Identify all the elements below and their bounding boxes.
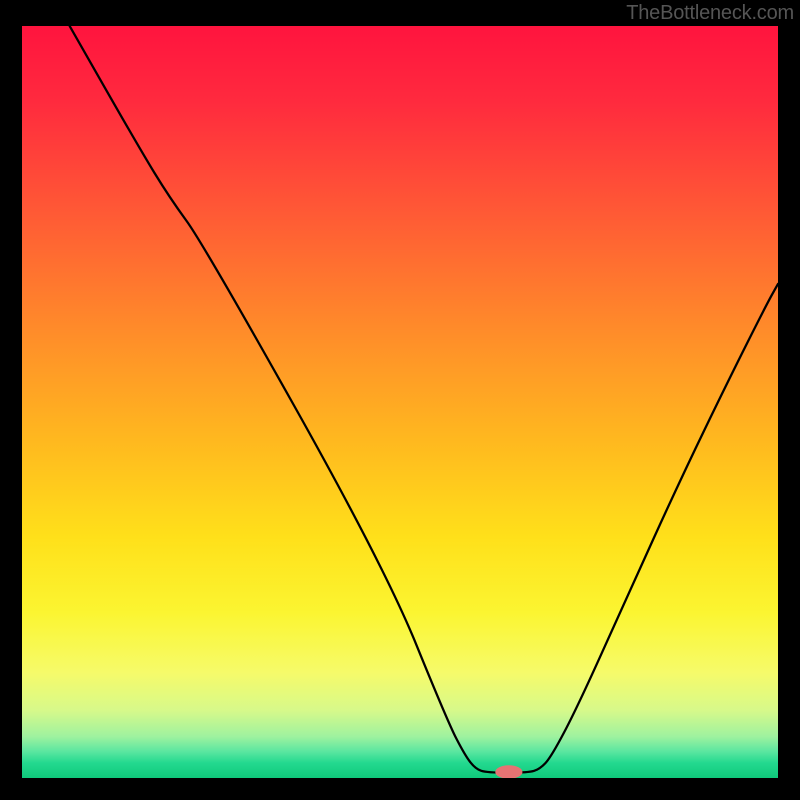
- plot-area: [22, 26, 778, 778]
- chart-container: TheBottleneck.com: [0, 0, 800, 800]
- bottleneck-chart: [22, 26, 778, 778]
- watermark-text: TheBottleneck.com: [626, 2, 794, 25]
